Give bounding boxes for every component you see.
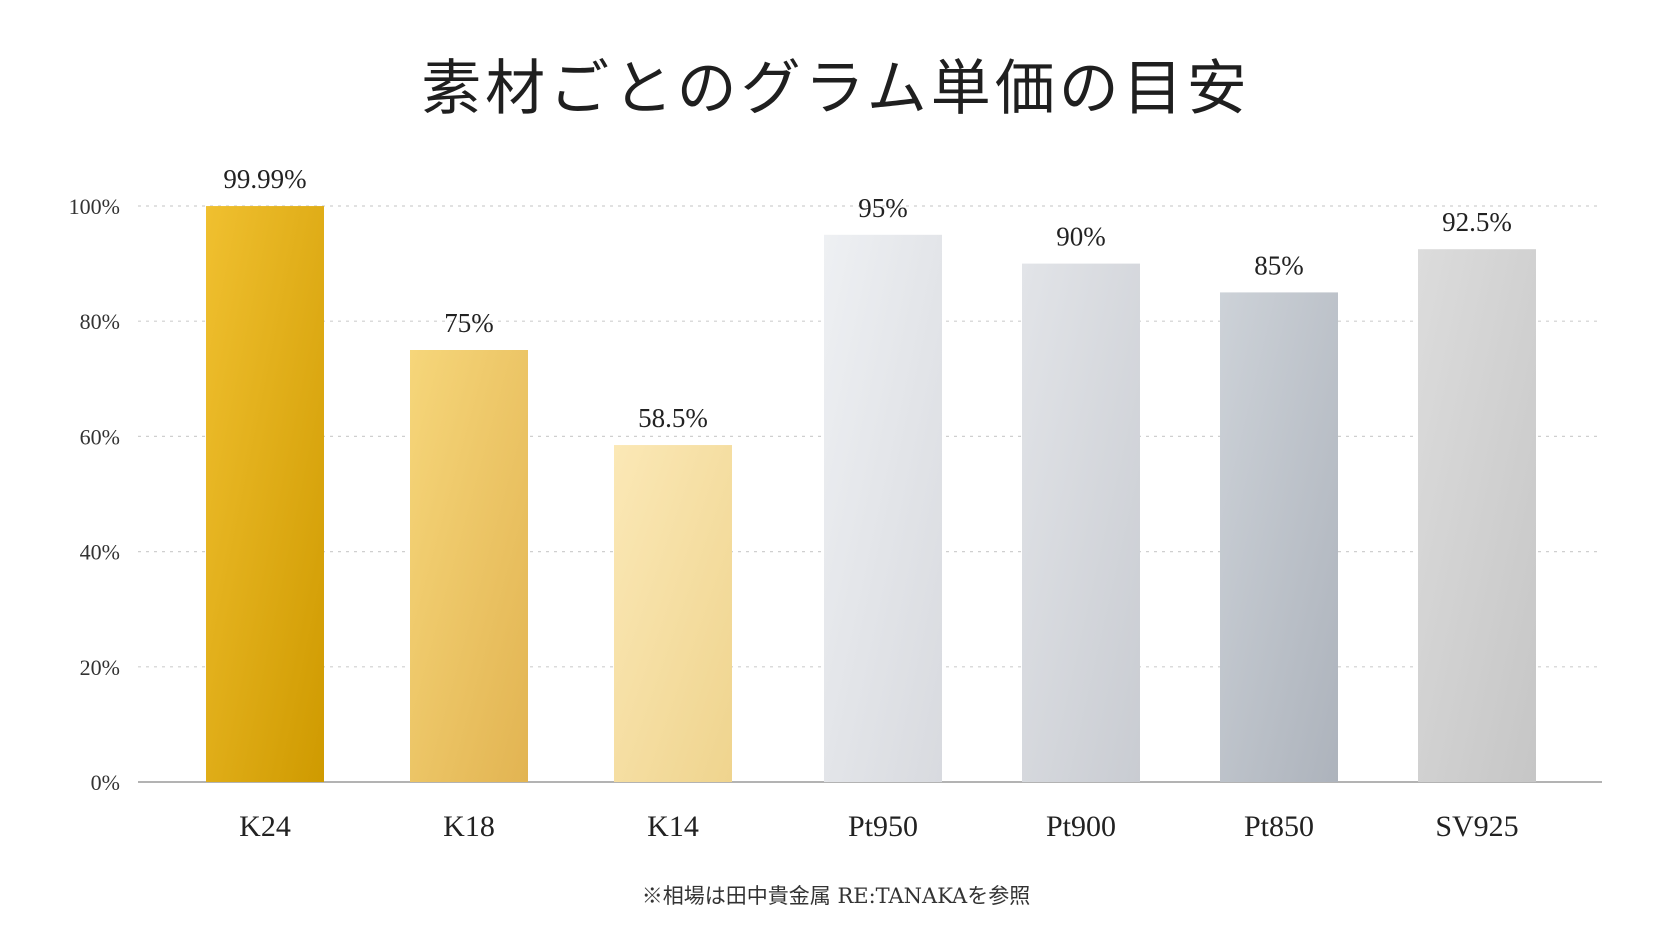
x-tick-label-pt900: Pt900: [1046, 810, 1116, 843]
x-tick-label-k14: K14: [647, 810, 699, 843]
y-tick-label: 80%: [80, 309, 120, 334]
y-tick-label: 20%: [80, 655, 120, 680]
data-label-pt900: 90%: [1056, 222, 1106, 252]
x-tick-label-k18: K18: [443, 810, 495, 843]
y-tick-label: 60%: [80, 424, 120, 449]
x-tick-label-sv925: SV925: [1435, 810, 1518, 843]
data-label-pt950: 95%: [858, 193, 908, 223]
footnote: ※相場は田中貴金属 RE:TANAKAを参照: [641, 884, 1031, 908]
y-tick-label: 40%: [80, 540, 120, 565]
chart-title: 素材ごとのグラム単価の目安: [421, 54, 1251, 124]
bar-sv925: [1418, 249, 1536, 782]
bar-k24: [206, 206, 324, 782]
bar-pt850: [1220, 292, 1338, 782]
data-label-k18: 75%: [444, 308, 494, 338]
data-labels: 99.99% 75% 58.5% 95% 90% 85% 92.5%: [223, 164, 1512, 433]
bar-pt900: [1022, 263, 1140, 783]
bars: [206, 206, 1536, 783]
bar-k18: [410, 350, 528, 782]
data-label-k14: 58.5%: [638, 403, 708, 433]
x-tick-label-k24: K24: [239, 810, 291, 843]
data-label-sv925: 92.5%: [1442, 207, 1512, 237]
y-tick-label: 0%: [91, 770, 120, 795]
bar-pt950: [824, 234, 942, 783]
x-tick-label-pt850: Pt850: [1244, 810, 1314, 843]
data-label-k24: 99.99%: [223, 164, 306, 194]
bar-k14: [614, 445, 732, 782]
x-tick-label-pt950: Pt950: [848, 810, 918, 843]
y-tick-label: 100%: [69, 194, 120, 219]
x-axis: K24 K18 K14 Pt950 Pt900 Pt850 SV925: [239, 810, 1519, 843]
data-label-pt850: 85%: [1254, 250, 1304, 280]
